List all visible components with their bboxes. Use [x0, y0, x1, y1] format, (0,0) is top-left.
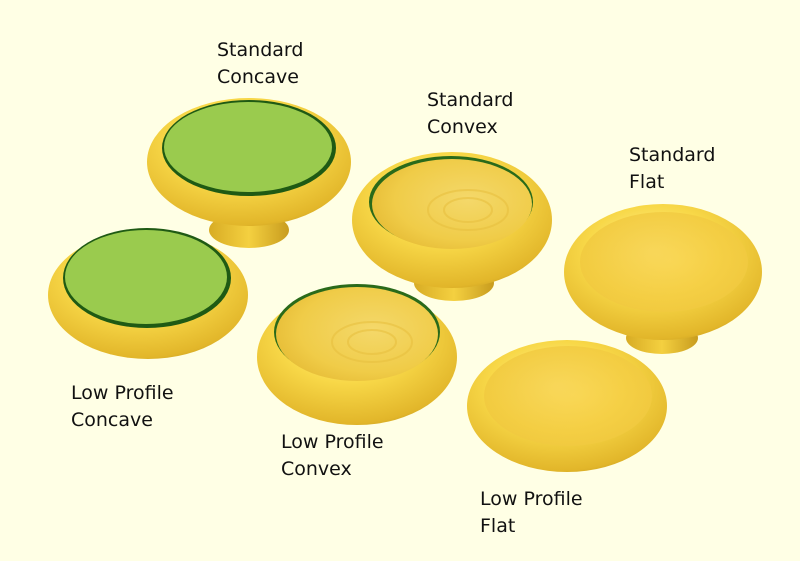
label-low-profile-convex: Low Profile Convex	[281, 431, 384, 480]
knob-standard-flat[interactable]	[564, 204, 762, 354]
flat-face	[484, 346, 652, 446]
knob-standard-concave[interactable]	[147, 98, 351, 248]
label-low-profile-concave: Low Profile Concave	[71, 382, 174, 431]
label-standard-convex: Standard Convex	[427, 89, 514, 138]
label-standard-concave: Standard Concave	[217, 39, 304, 88]
flat-face	[580, 212, 748, 312]
concave-face	[164, 102, 332, 192]
convex-face	[372, 159, 532, 249]
label-standard-flat: Standard Flat	[629, 144, 716, 193]
convex-face	[276, 287, 438, 381]
knob-low-profile-convex[interactable]	[257, 284, 457, 425]
knob-low-profile-concave[interactable]	[48, 228, 248, 359]
label-low-profile-flat: Low Profile Flat	[480, 488, 583, 537]
knob-standard-convex[interactable]	[352, 152, 552, 301]
concave-face	[65, 230, 227, 324]
knob-low-profile-flat[interactable]	[467, 340, 667, 472]
